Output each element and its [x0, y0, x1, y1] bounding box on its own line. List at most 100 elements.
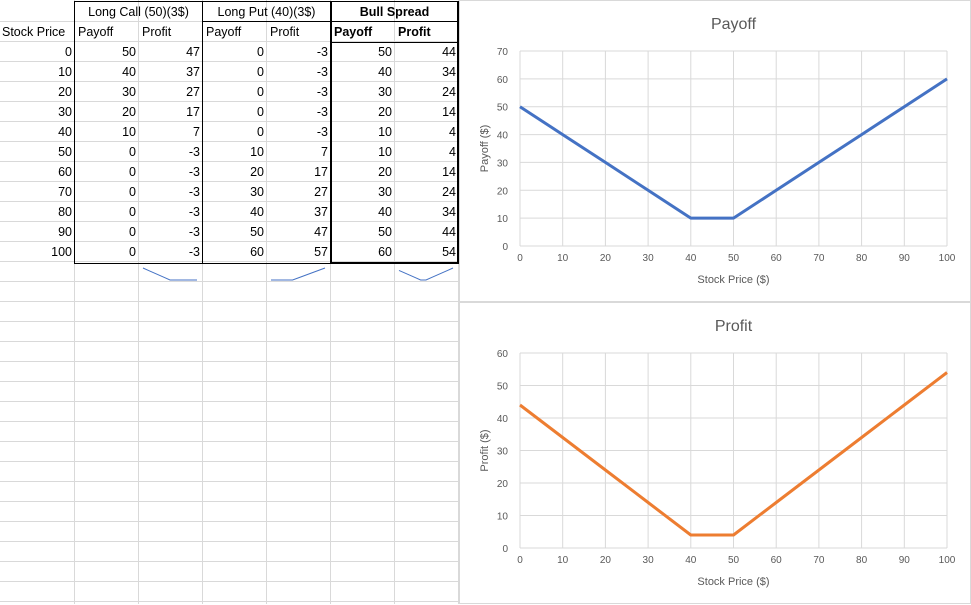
- cell-stock[interactable]: 30: [58, 105, 72, 119]
- cell-bs-profit[interactable]: 4: [449, 145, 456, 159]
- cell-stock[interactable]: 50: [58, 145, 72, 159]
- cell-lc-payoff[interactable]: 0: [129, 145, 136, 159]
- sparkline-long-put[interactable]: [269, 266, 327, 282]
- cell-lp-payoff[interactable]: 20: [250, 165, 264, 179]
- cell-lc-payoff[interactable]: 30: [122, 85, 136, 99]
- cell-lc-payoff[interactable]: 20: [122, 105, 136, 119]
- cell-stock[interactable]: 40: [58, 125, 72, 139]
- cell-lp-profit[interactable]: -3: [316, 65, 328, 79]
- cell-lc-payoff[interactable]: 0: [129, 165, 136, 179]
- cell-bs-profit[interactable]: 24: [442, 185, 456, 199]
- cell-lp-payoff[interactable]: 0: [257, 45, 264, 59]
- cell-lp-profit[interactable]: 37: [314, 205, 328, 219]
- cell-lc-payoff[interactable]: 0: [129, 225, 136, 239]
- cell-bs-profit[interactable]: 14: [442, 165, 456, 179]
- cell-lp-payoff[interactable]: 10: [250, 145, 264, 159]
- header-lc-profit[interactable]: Profit: [142, 25, 172, 39]
- header-stock-price[interactable]: Stock Price: [2, 25, 66, 39]
- cell-bs-payoff[interactable]: 10: [378, 125, 392, 139]
- cell-lp-profit[interactable]: -3: [316, 45, 328, 59]
- x-tick-label: 40: [685, 253, 697, 264]
- cell-bs-payoff[interactable]: 40: [378, 205, 392, 219]
- cell-bs-payoff[interactable]: 50: [378, 225, 392, 239]
- cell-stock[interactable]: 20: [58, 85, 72, 99]
- cell-lp-profit[interactable]: 7: [321, 145, 328, 159]
- cell-stock[interactable]: 100: [51, 245, 72, 259]
- cell-lc-payoff[interactable]: 0: [129, 205, 136, 219]
- y-axis-label: Profit ($): [479, 429, 491, 471]
- header-bs-payoff[interactable]: Payoff: [334, 25, 373, 39]
- cell-lc-payoff[interactable]: 0: [129, 185, 136, 199]
- sparkline-bull-spread[interactable]: [397, 266, 455, 282]
- cell-lp-payoff[interactable]: 0: [257, 65, 264, 79]
- header-lp-profit[interactable]: Profit: [270, 25, 300, 39]
- cell-bs-profit[interactable]: 4: [449, 125, 456, 139]
- cell-bs-payoff[interactable]: 50: [378, 45, 392, 59]
- cell-lc-profit[interactable]: 47: [186, 45, 200, 59]
- header-lc-payoff[interactable]: Payoff: [78, 25, 114, 39]
- cell-lp-payoff[interactable]: 60: [250, 245, 264, 259]
- cell-bs-profit[interactable]: 54: [442, 245, 456, 259]
- payoff-chart[interactable]: Payoff 0 10 20 30 40 50 60 70 0 10 20 30 40 50 60 70 80 90…: [459, 0, 971, 302]
- cell-lc-payoff[interactable]: 10: [122, 125, 136, 139]
- cell-bs-profit[interactable]: 44: [442, 225, 456, 239]
- cell-bs-payoff[interactable]: 40: [378, 65, 392, 79]
- cell-bs-profit[interactable]: 24: [442, 85, 456, 99]
- cell-lc-profit[interactable]: 37: [186, 65, 200, 79]
- cell-lc-profit[interactable]: -3: [188, 245, 200, 259]
- cell-lp-profit[interactable]: -3: [316, 125, 328, 139]
- cell-bs-profit[interactable]: 34: [442, 65, 456, 79]
- cell-lp-profit[interactable]: 27: [314, 185, 328, 199]
- cell-lc-profit[interactable]: -3: [188, 205, 200, 219]
- cell-lp-payoff[interactable]: 0: [257, 85, 264, 99]
- cell-bs-payoff[interactable]: 30: [378, 185, 392, 199]
- cell-stock[interactable]: 90: [58, 225, 72, 239]
- cell-stock[interactable]: 60: [58, 165, 72, 179]
- cell-lp-profit[interactable]: -3: [316, 85, 328, 99]
- cell-lp-profit[interactable]: -3: [316, 105, 328, 119]
- cell-lp-payoff[interactable]: 40: [250, 205, 264, 219]
- cell-lp-profit[interactable]: 47: [314, 225, 328, 239]
- cell-bs-payoff[interactable]: 10: [378, 145, 392, 159]
- y-tick-label: 0: [502, 544, 508, 555]
- cell-stock[interactable]: 0: [65, 45, 72, 59]
- cell-lc-profit[interactable]: 17: [186, 105, 200, 119]
- header-lp-payoff[interactable]: Payoff: [206, 25, 242, 39]
- cell-lc-profit[interactable]: -3: [188, 165, 200, 179]
- header-bull-spread[interactable]: Bull Spread: [359, 5, 430, 19]
- header-long-call[interactable]: Long Call (50)(3$): [88, 5, 189, 19]
- header-bs-profit[interactable]: Profit: [398, 25, 431, 39]
- cell-bs-payoff[interactable]: 60: [378, 245, 392, 259]
- cell-lc-profit[interactable]: 27: [186, 85, 200, 99]
- gridline-horizontal: [0, 601, 460, 602]
- cell-stock[interactable]: 70: [58, 185, 72, 199]
- cell-lc-profit[interactable]: -3: [188, 225, 200, 239]
- cell-lp-payoff[interactable]: 0: [257, 125, 264, 139]
- cell-lp-payoff[interactable]: 50: [250, 225, 264, 239]
- gridline-horizontal: [0, 561, 460, 562]
- cell-lp-payoff[interactable]: 0: [257, 105, 264, 119]
- sparkline-path: [142, 267, 197, 281]
- cell-bs-profit[interactable]: 44: [442, 45, 456, 59]
- profit-chart[interactable]: Profit 0 10 20 30 40 50 60 0 10 20 30 40 50 60 70 80 90 10…: [459, 302, 971, 604]
- cell-lp-payoff[interactable]: 30: [250, 185, 264, 199]
- gridline-horizontal: [0, 321, 460, 322]
- cell-bs-payoff[interactable]: 20: [378, 105, 392, 119]
- cell-lc-profit[interactable]: 7: [193, 125, 200, 139]
- cell-lc-profit[interactable]: -3: [188, 145, 200, 159]
- cell-lc-payoff[interactable]: 50: [122, 45, 136, 59]
- cell-lc-payoff[interactable]: 0: [129, 245, 136, 259]
- cell-lc-profit[interactable]: -3: [188, 185, 200, 199]
- header-long-put[interactable]: Long Put (40)(3$): [217, 5, 316, 19]
- sparkline-long-call[interactable]: [141, 266, 199, 282]
- cell-bs-profit[interactable]: 34: [442, 205, 456, 219]
- cell-bs-payoff[interactable]: 20: [378, 165, 392, 179]
- cell-stock[interactable]: 80: [58, 205, 72, 219]
- cell-bs-profit[interactable]: 14: [442, 105, 456, 119]
- cell-stock[interactable]: 10: [58, 65, 72, 79]
- cell-lp-profit[interactable]: 57: [314, 245, 328, 259]
- cell-lc-payoff[interactable]: 40: [122, 65, 136, 79]
- cell-bs-payoff[interactable]: 30: [378, 85, 392, 99]
- cell-lp-profit[interactable]: 17: [314, 165, 328, 179]
